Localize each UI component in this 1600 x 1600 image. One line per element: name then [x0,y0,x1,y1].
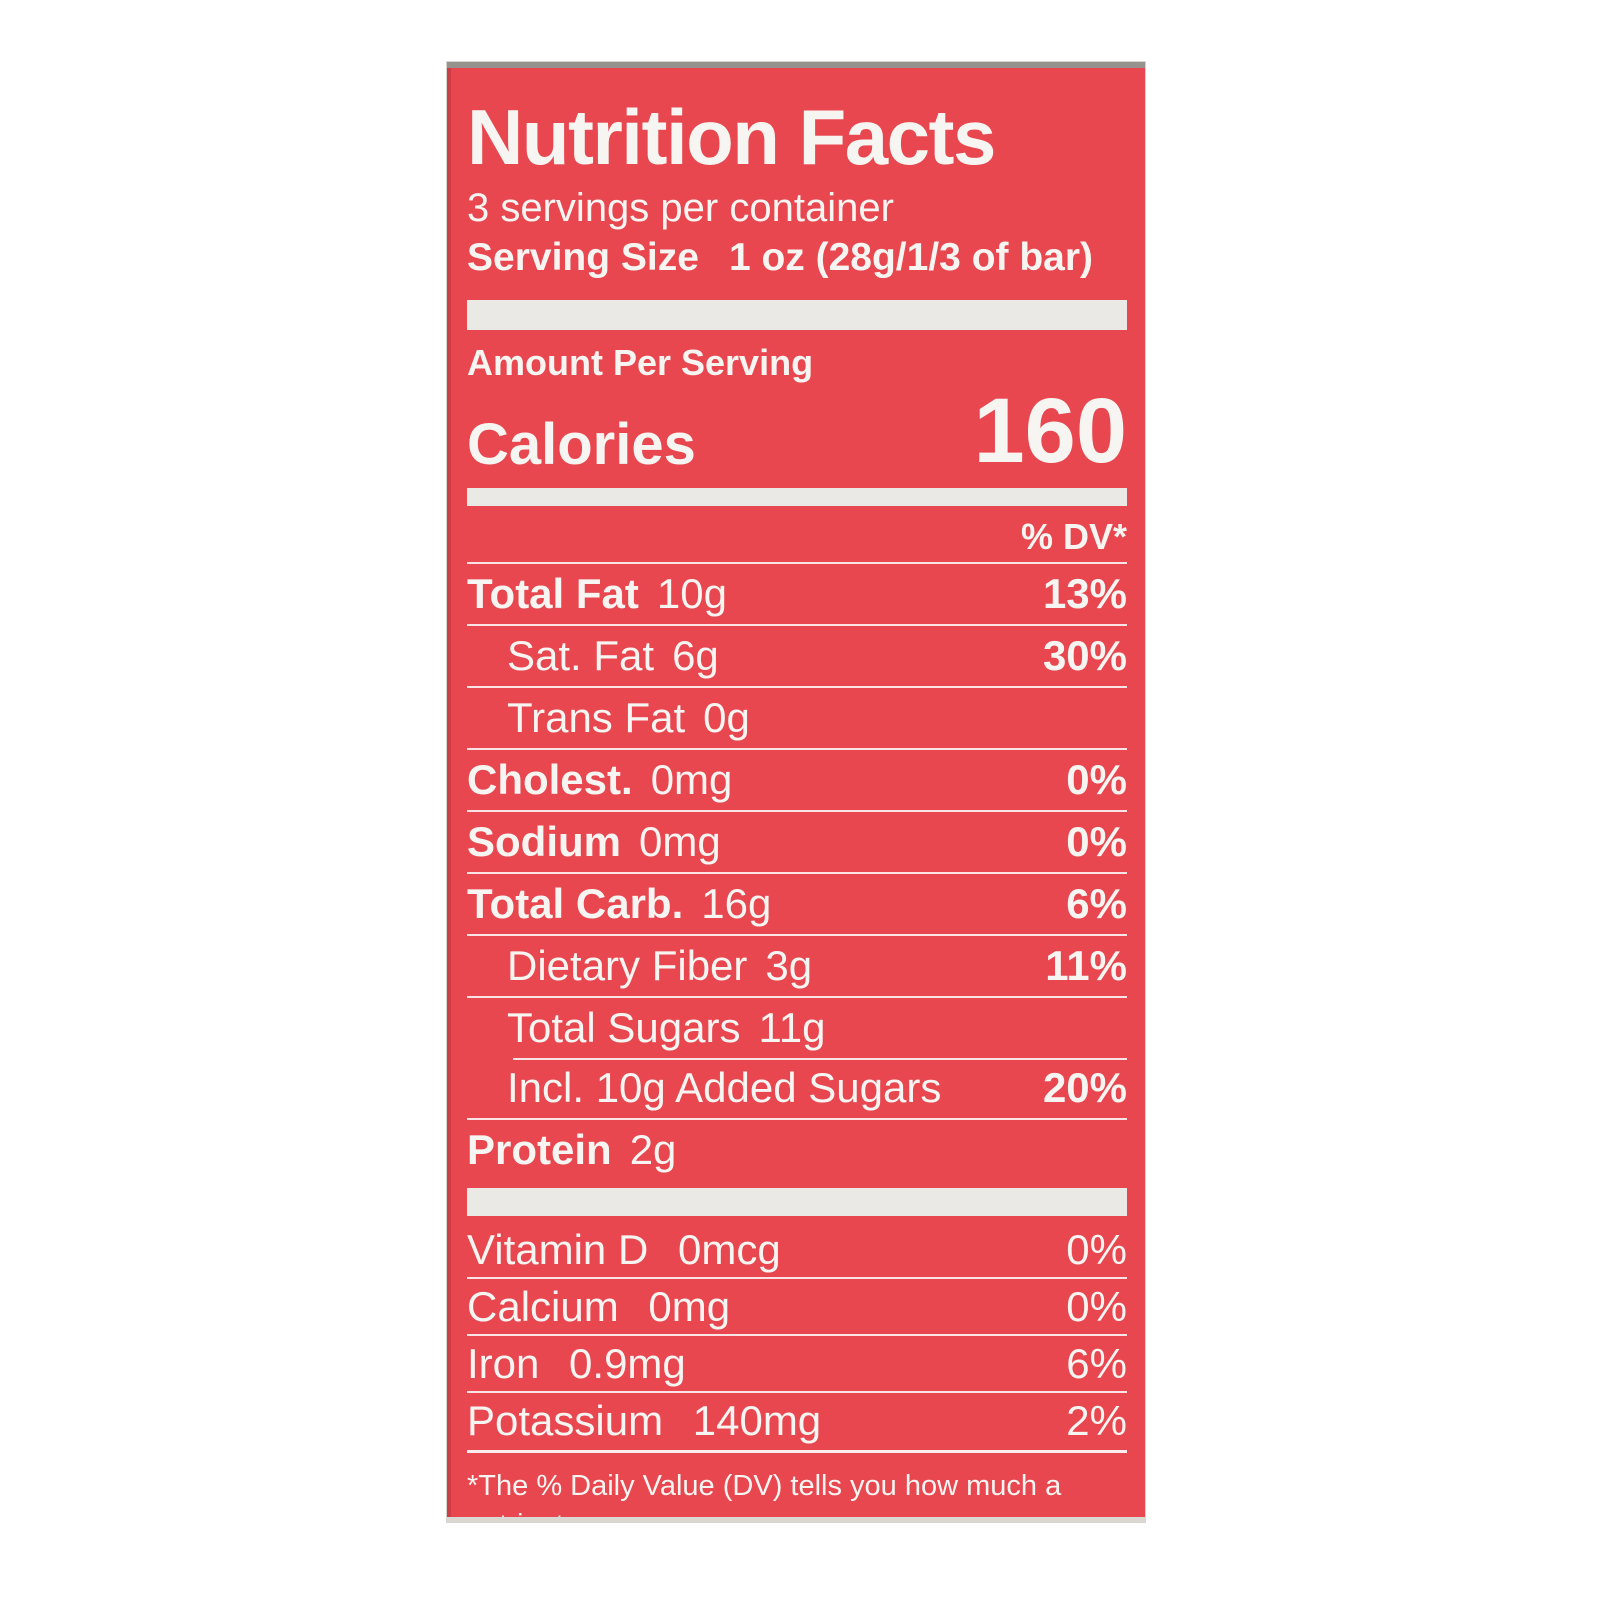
nutrient-label: Total Sugars [507,1004,741,1051]
nutrient-amount: 10g [656,570,727,617]
vitamin-label: Potassium [467,1396,664,1444]
calories-value: 160 [973,380,1128,483]
nutrient-amount: 0g [703,694,750,741]
vitamin-row-iron: Iron 0.9mg 6% [467,1334,1127,1391]
serving-size-value: 1 oz (28g/1/3 of bar) [728,236,1094,279]
nutrient-label: Sodium [467,818,621,865]
nutrient-dv: 20% [1042,1064,1127,1111]
nutrient-label: Total Carb. [467,880,684,927]
nutrition-facts-panel: Nutrition Facts 3 servings per container… [447,62,1145,1522]
nutrient-row-total-sugars: Total Sugars 11g [467,996,1127,1058]
daily-value-footnote: *The % Daily Value (DV) tells you how mu… [467,1450,1127,1517]
nutrient-row-sodium: Sodium 0mg 0% [467,810,1127,872]
nutrient-row-dietary-fiber: Dietary Fiber 3g 11% [467,934,1127,996]
nutrient-label: Incl. 10g Added Sugars [507,1064,942,1111]
nutrient-dv: 0% [1066,818,1127,865]
nutrient-amount: 0mg [650,756,733,803]
nutrient-amount: 3g [765,942,813,989]
nutrient-amount: 16g [701,880,772,927]
nutrient-amount: 2g [629,1126,677,1173]
nutrient-label: Trans Fat [507,694,686,741]
nutrient-row-total-fat: Total Fat 10g 13% [467,564,1127,624]
nutrition-facts-title: Nutrition Facts [467,93,996,181]
nutrient-row-total-carb: Total Carb. 16g 6% [467,872,1127,934]
vitamin-amount: 140mg [692,1396,822,1444]
separator-bar-medium [467,488,1127,506]
nutrient-amount: 0mg [639,818,721,865]
nutrient-dv: 6% [1066,880,1127,927]
separator-bar-thick-bottom [467,1188,1127,1216]
vitamin-dv: 2% [1066,1396,1127,1444]
nutrient-label: Dietary Fiber [507,942,748,989]
separator-bar-thick [467,300,1127,330]
vitamin-dv: 6% [1066,1339,1127,1387]
nutrient-row-sat-fat: Sat. Fat 6g 30% [467,624,1127,686]
footnote-line: *The % Daily Value (DV) tells you how mu… [467,1470,1062,1517]
nutrient-label: Protein [467,1126,612,1173]
amount-per-serving-label: Amount Per Serving [467,342,814,383]
vitamin-label: Iron [467,1339,540,1387]
nutrient-dv: 11% [1045,942,1127,989]
vitamin-amount: 0.9mg [569,1339,686,1387]
vitamin-amount: 0mg [648,1282,731,1330]
nutrient-row-protein: Protein 2g [467,1118,1127,1180]
nutrient-amount: 6g [672,632,719,679]
percent-dv-header: % DV* [467,512,1127,564]
calories-row: Calories 160 [467,380,1128,483]
vitamin-row-calcium: Calcium 0mg 0% [467,1277,1127,1334]
nutrient-row-added-sugars: Incl. 10g Added Sugars 20% [467,1058,1127,1118]
vitamin-row-vitamin-d: Vitamin D 0mcg 0% [467,1222,1127,1277]
vitamin-amount: 0mcg [677,1225,781,1273]
serving-size-row: Serving Size 1 oz (28g/1/3 of bar) [467,236,1127,288]
nutrient-dv: 13% [1042,570,1127,617]
nutrient-dv: 0% [1066,756,1127,803]
nutrient-row-cholesterol: Cholest. 0mg 0% [467,748,1127,810]
nutrient-label: Total Fat [467,570,639,617]
vitamin-label: Vitamin D [467,1225,649,1273]
vitamin-dv: 0% [1066,1282,1127,1330]
nutrient-amount: 11g [758,1004,826,1051]
nutrient-label: Cholest. [467,756,633,803]
calories-label: Calories [467,412,696,477]
nutrient-row-trans-fat: Trans Fat 0g [467,686,1127,748]
vitamin-label: Calcium [467,1282,619,1330]
vitamin-dv: 0% [1066,1225,1127,1273]
nutrient-dv: 30% [1042,632,1127,679]
nutrient-label: Sat. Fat [507,632,655,679]
servings-per-container: 3 servings per container [467,186,894,230]
vitamin-row-potassium: Potassium 140mg 2% [467,1391,1127,1448]
serving-size-label: Serving Size [467,236,699,279]
